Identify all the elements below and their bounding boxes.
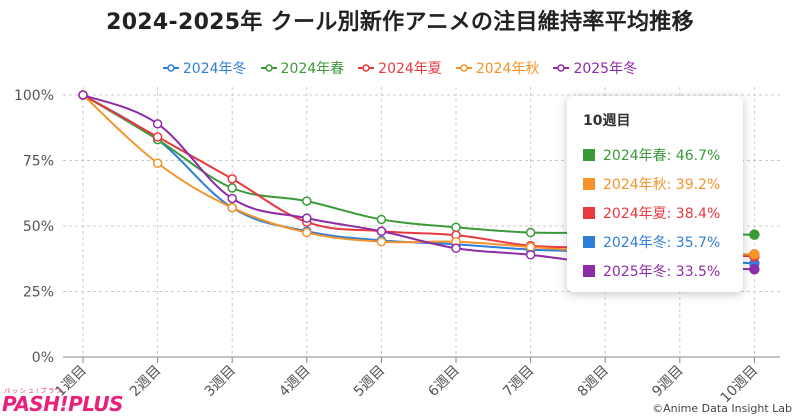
data-point <box>227 174 237 184</box>
tooltip-value: 2024年春: 46.7% <box>603 147 721 164</box>
tooltip-row: 2024年夏: 38.4% <box>583 198 727 227</box>
y-tick-label: 0% <box>32 350 54 366</box>
legend-item[interactable]: 2024年秋 <box>455 58 540 78</box>
legend-swatch-icon <box>260 64 277 72</box>
data-point <box>749 249 760 260</box>
data-point <box>302 227 312 238</box>
legend-label: 2024年夏 <box>378 61 442 77</box>
legend-label: 2024年春 <box>280 61 345 77</box>
data-point <box>227 183 237 193</box>
tooltip-row: 2024年冬: 35.7% <box>583 227 727 256</box>
tooltip-swatch <box>583 206 595 219</box>
tooltip-value: 2025年冬: 33.5% <box>603 263 721 280</box>
data-point <box>302 196 312 206</box>
data-point <box>152 132 163 142</box>
legend-item[interactable]: 2024年夏 <box>358 58 442 78</box>
x-tick-label: 5週目 <box>351 363 388 400</box>
credit-text: ©Anime Data Insight Lab <box>652 402 792 415</box>
x-tick-label: 7週目 <box>500 363 537 400</box>
legend-item[interactable]: 2025年冬 <box>553 58 637 78</box>
legend-label: 2024年秋 <box>475 61 540 77</box>
legend-item[interactable]: 2024年春 <box>260 58 345 78</box>
data-point <box>749 263 760 275</box>
tooltip-swatch <box>583 264 595 277</box>
tooltip-swatch <box>583 148 595 161</box>
data-point <box>227 193 237 204</box>
x-tick-label: 6週目 <box>425 363 462 400</box>
tooltip-value: 2024年冬: 35.7% <box>603 234 721 251</box>
pash-plus-logo: PASH!PLUS <box>2 392 124 416</box>
x-tick-label: 10週目 <box>718 363 762 407</box>
x-tick-label: 2週目 <box>127 363 164 400</box>
legend-label: 2024年冬 <box>182 61 247 77</box>
data-point <box>152 158 163 168</box>
data-point <box>451 222 461 233</box>
legend-swatch-icon <box>358 64 375 72</box>
tooltip-value: 2024年秋: 39.2% <box>603 176 721 193</box>
data-point <box>78 90 88 100</box>
logo-subtitle: パッシュ!プラス <box>4 388 65 395</box>
y-tick-label: 50% <box>23 219 54 235</box>
legend-swatch-icon <box>455 64 472 72</box>
y-tick-label: 25% <box>23 285 54 301</box>
legend-swatch-icon <box>162 64 179 72</box>
y-tick-label: 100% <box>14 88 54 104</box>
data-point <box>376 236 387 247</box>
tooltip-title: 10週目 <box>583 113 631 129</box>
data-point <box>749 229 760 240</box>
data-point <box>525 242 536 252</box>
x-tick-label: 9週目 <box>649 363 686 400</box>
tooltip-swatch <box>583 177 595 190</box>
tooltip-swatch <box>583 235 595 248</box>
data-point <box>302 213 312 223</box>
tooltip: 10週目 2024年春: 46.7% 2024年秋: 39.2% 2024年夏: 3… <box>567 96 743 292</box>
legend-item[interactable]: 2024年冬 <box>162 58 247 78</box>
x-tick-label: 4週目 <box>276 363 313 400</box>
legend: 2024年冬 2024年春 2024年夏 2024年秋 2025年冬 <box>0 58 800 78</box>
tooltip-row: 2024年春: 46.7% <box>583 140 727 169</box>
data-point <box>376 214 387 225</box>
data-point <box>376 226 387 236</box>
y-tick-label: 75% <box>23 154 54 170</box>
data-point <box>525 227 536 238</box>
legend-swatch-icon <box>553 64 570 72</box>
x-tick-label: 3週目 <box>202 363 239 400</box>
tooltip-row: 2024年秋: 39.2% <box>583 169 727 198</box>
tooltip-value: 2024年夏: 38.4% <box>603 205 721 222</box>
data-point <box>152 119 163 129</box>
chart-title: 2024-2025年 クール別新作アニメの注目維持率平均推移 <box>106 10 694 35</box>
legend-label: 2025年冬 <box>573 61 638 77</box>
data-point <box>227 202 237 213</box>
tooltip-row: 2025年冬: 33.5% <box>583 256 727 285</box>
x-tick-label: 8週目 <box>575 363 612 400</box>
data-point <box>451 243 461 254</box>
data-point <box>525 250 536 260</box>
